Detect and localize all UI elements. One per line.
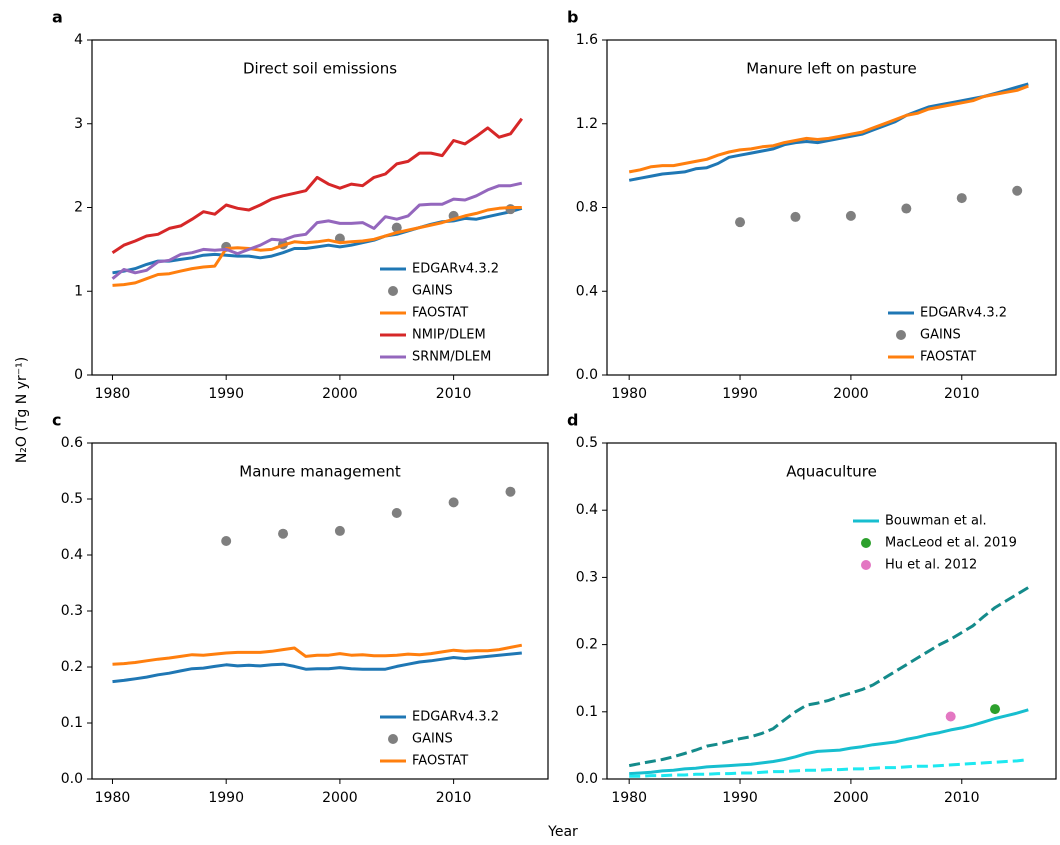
y-tick-label: 2: [74, 200, 83, 216]
chart-title: Manure left on pasture: [746, 60, 916, 78]
series-line: [112, 643, 523, 666]
y-tick-label: 0.4: [61, 547, 83, 563]
x-tick-label: 1990: [722, 790, 758, 806]
y-tick-label: 1.2: [576, 116, 598, 132]
x-tick-label: 1990: [208, 386, 244, 402]
x-tick-label: 1990: [208, 790, 244, 806]
y-tick-label: 1: [74, 283, 83, 299]
y-tick-label: 0.0: [576, 771, 598, 787]
y-tick-label: 0.0: [61, 771, 83, 787]
point: [391, 222, 402, 233]
point: [221, 536, 232, 546]
y-tick-label: 0.8: [576, 200, 598, 216]
legend-label: NMIP/DLEM: [412, 328, 486, 343]
y-tick-label: 0.3: [61, 603, 83, 619]
legend-label: EDGARv4.3.2: [412, 262, 499, 277]
panel-label: b: [567, 8, 578, 27]
series-line: [112, 206, 522, 287]
y-tick-label: 0.2: [61, 659, 83, 675]
legend-swatch: [861, 560, 871, 570]
panel-label: a: [52, 8, 63, 27]
point: [505, 486, 516, 497]
legend-label: SRNM/DLEM: [412, 350, 491, 365]
y-tick-label: 0.1: [61, 715, 83, 731]
series-line: [628, 84, 1029, 174]
chart-title: Manure management: [239, 463, 401, 481]
chart-title: Direct soil emissions: [243, 60, 397, 78]
point: [990, 704, 1001, 715]
y-tick-label: 0.1: [576, 704, 598, 720]
x-tick-label: 1980: [611, 790, 647, 806]
y-tick-label: 0.5: [576, 435, 598, 451]
series-line: [112, 651, 522, 684]
plot-frame: [91, 39, 549, 376]
point: [735, 217, 746, 228]
series-line: [111, 181, 523, 280]
y-tick-label: 4: [74, 32, 83, 48]
plot-frame: [91, 442, 549, 780]
x-tick-label: 2010: [944, 386, 980, 402]
series-line: [629, 758, 1029, 778]
point: [391, 508, 402, 518]
point: [278, 528, 289, 539]
x-tick-label: 2010: [436, 386, 472, 402]
y-tick-label: 0.5: [61, 491, 83, 507]
legend-label: EDGARv4.3.2: [412, 710, 499, 725]
point: [945, 711, 956, 722]
y-tick-label: 3: [74, 116, 83, 132]
y-tick-label: 0.3: [576, 569, 598, 585]
point: [845, 210, 856, 221]
series-line: [628, 82, 1029, 182]
chart-title: Aquaculture: [786, 463, 877, 481]
x-tick-label: 2010: [436, 790, 472, 806]
legend-swatch: [388, 734, 398, 744]
legend-label: GAINS: [412, 284, 453, 299]
legend-label: FAOSTAT: [412, 754, 468, 769]
legend-swatch: [388, 286, 398, 296]
legend-swatch: [896, 330, 906, 340]
point: [334, 525, 345, 536]
series-line: [112, 206, 523, 275]
x-tick-label: 2000: [322, 790, 358, 806]
panel-label: d: [567, 411, 578, 430]
series-line: [111, 117, 524, 254]
series-line: [629, 708, 1029, 776]
plot-frame: [606, 39, 1057, 376]
legend-label: EDGARv4.3.2: [920, 306, 1007, 321]
point: [790, 211, 801, 222]
x-tick-label: 2000: [833, 790, 869, 806]
legend-label: FAOSTAT: [920, 350, 976, 365]
legend-swatch: [861, 538, 871, 548]
x-tick-label: 1980: [95, 386, 131, 402]
x-axis-label: Year: [547, 824, 578, 840]
point: [901, 203, 912, 214]
y-tick-label: 0.0: [576, 367, 598, 383]
x-tick-label: 1990: [722, 386, 758, 402]
series-line: [628, 586, 1030, 768]
legend-label: GAINS: [412, 732, 453, 747]
x-tick-label: 1980: [611, 386, 647, 402]
y-tick-label: 0.4: [576, 283, 598, 299]
plot-frame: [606, 442, 1057, 780]
point: [448, 497, 459, 508]
legend-label: GAINS: [920, 328, 961, 343]
legend-label: Hu et al. 2012: [885, 558, 977, 573]
y-tick-label: 0.4: [576, 502, 598, 518]
legend-label: Bouwman et al.: [885, 514, 987, 529]
x-tick-label: 2000: [833, 386, 869, 402]
panel-label: c: [52, 411, 61, 430]
x-tick-label: 2000: [322, 386, 358, 402]
y-tick-label: 0: [74, 367, 83, 383]
y-tick-label: 1.6: [576, 32, 598, 48]
y-tick-label: 0.6: [61, 435, 83, 451]
legend-label: MacLeod et al. 2019: [885, 536, 1017, 551]
point: [1012, 185, 1023, 196]
x-tick-label: 1980: [95, 790, 131, 806]
y-tick-label: 0.2: [576, 637, 598, 653]
point: [956, 193, 967, 204]
x-tick-label: 2010: [944, 790, 980, 806]
y-axis-label: N₂O (Tg N yr⁻¹): [14, 357, 30, 463]
legend-label: FAOSTAT: [412, 306, 468, 321]
